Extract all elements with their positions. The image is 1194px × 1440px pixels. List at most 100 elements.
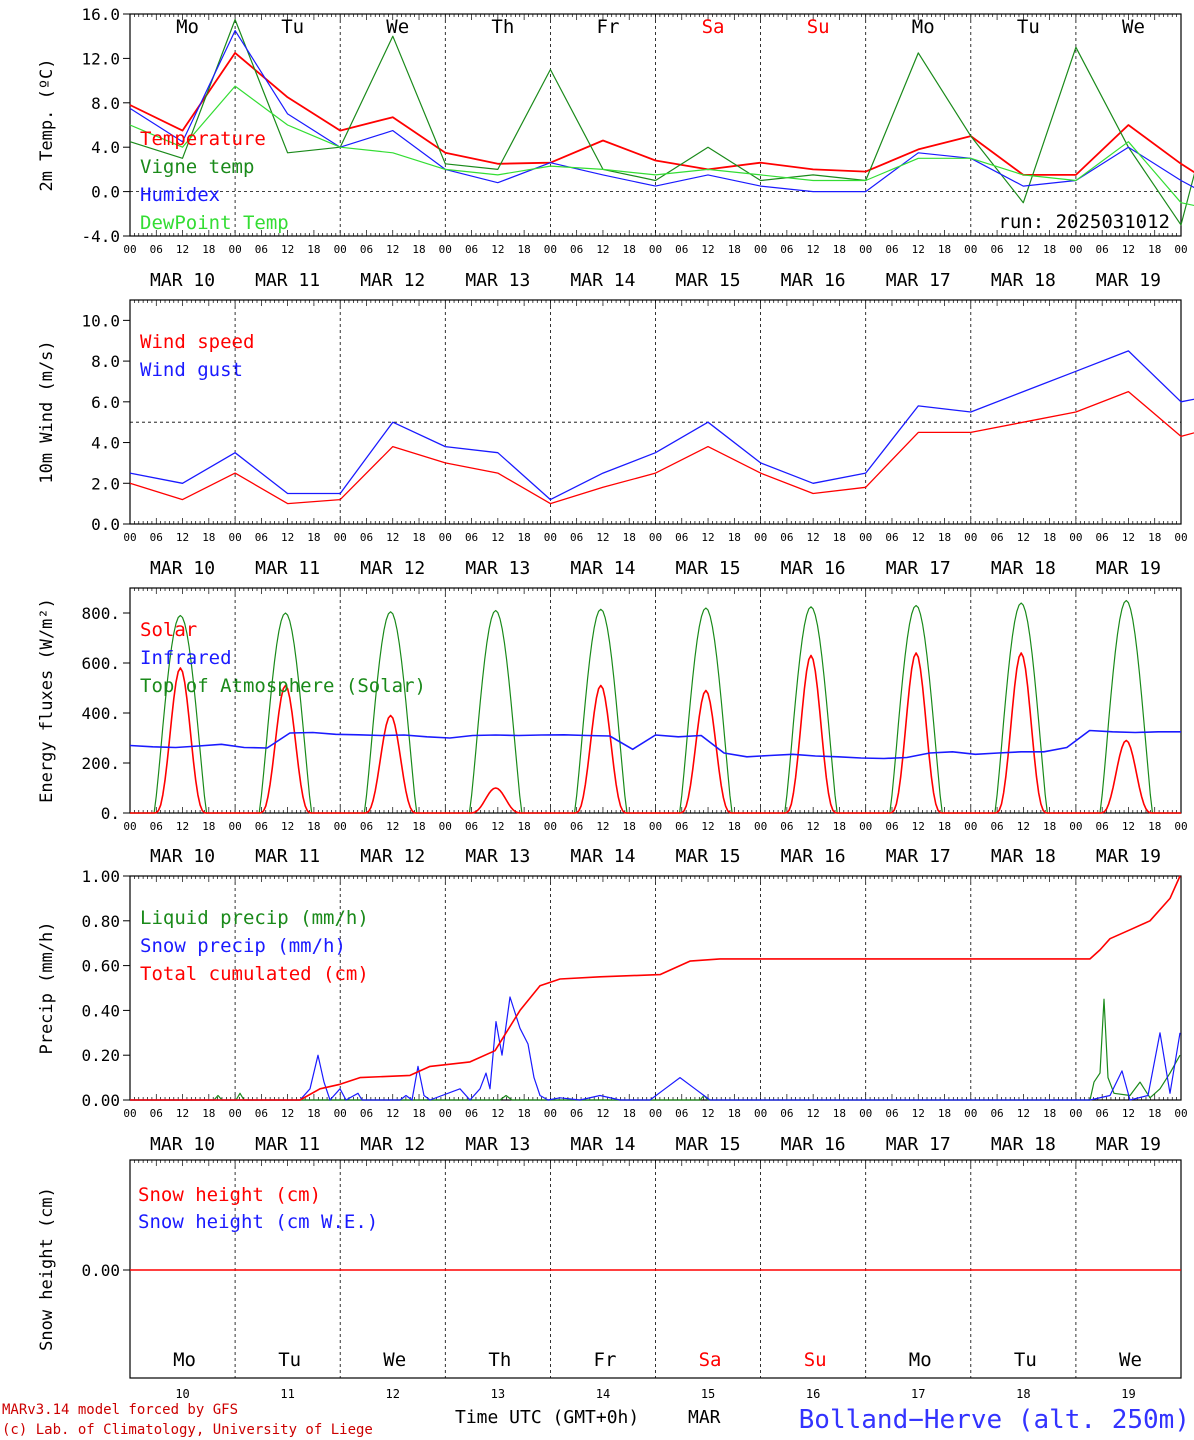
weekday-label: Tu	[278, 1349, 301, 1371]
hour-tick-label: 12	[491, 243, 504, 256]
hour-tick-label: 12	[281, 820, 294, 833]
hour-tick-label: 06	[885, 243, 898, 256]
y-tick-label: 200.	[81, 754, 120, 773]
hour-tick-label: 18	[833, 531, 846, 544]
day-number: 18	[1016, 1387, 1030, 1401]
y-axis-label: 2m Temp. (ºC)	[37, 58, 57, 191]
hour-tick-label: 18	[518, 531, 531, 544]
hour-tick-label: 12	[491, 531, 504, 544]
hour-tick-label: 12	[491, 1107, 504, 1120]
weekday-label: Th	[491, 16, 514, 38]
hour-tick-label: 06	[885, 820, 898, 833]
hour-tick-label: 12	[281, 531, 294, 544]
hour-tick-label: 00	[439, 243, 452, 256]
date-label: MAR 14	[570, 270, 635, 291]
hour-tick-label: 18	[623, 820, 636, 833]
legend-entry: Vigne temp	[140, 156, 254, 178]
series-line-4	[129, 85, 1194, 207]
hour-tick-label: 18	[833, 243, 846, 256]
hour-tick-label: 00	[1069, 1107, 1082, 1120]
y-tick-label: 0.	[101, 804, 120, 823]
hour-tick-label: 00	[964, 243, 977, 256]
date-label: MAR 16	[781, 1134, 846, 1155]
hour-tick-label: 18	[1043, 1107, 1056, 1120]
hour-tick-label: 00	[1174, 1107, 1187, 1120]
hour-tick-label: 18	[1148, 1107, 1161, 1120]
hour-tick-label: 18	[518, 243, 531, 256]
date-label: MAR 10	[150, 1134, 215, 1155]
y-tick-label: 0.0	[91, 183, 120, 202]
y-tick-label: -4.0	[81, 227, 120, 246]
hour-tick-label: 18	[307, 531, 320, 544]
legend-entry: Infrared	[140, 647, 232, 669]
hour-tick-label: 18	[623, 243, 636, 256]
y-tick-label: 0.60	[81, 957, 120, 976]
day-number: 11	[280, 1387, 294, 1401]
hour-tick-label: 18	[518, 1107, 531, 1120]
weekday-label: Fr	[597, 16, 620, 38]
panel-4: 00 06 12 18 MAR 10 00 06 12 18 MAR 11 00 06 12 18 MAR …	[37, 867, 1188, 1155]
hour-tick-label: 06	[1096, 531, 1109, 544]
hour-tick-label: 18	[623, 531, 636, 544]
hour-tick-label: 06	[465, 243, 478, 256]
hour-tick-label: 18	[938, 820, 951, 833]
hour-tick-label: 18	[728, 820, 741, 833]
x-axis-title: Time UTC (GMT+0h)	[455, 1407, 639, 1428]
y-tick-label: 4.0	[91, 138, 120, 157]
weekday-label: Sa	[702, 16, 725, 38]
hour-tick-label: 12	[1122, 243, 1135, 256]
month-label: MAR	[688, 1407, 721, 1428]
hour-tick-label: 06	[150, 1107, 163, 1120]
legend-entry: Temperature	[140, 128, 266, 150]
hour-tick-label: 00	[439, 531, 452, 544]
credit-line-1: MARv3.14 model forced by GFS	[2, 1402, 238, 1418]
day-number: 10	[175, 1387, 189, 1401]
weekday-label: Mo	[173, 1349, 196, 1371]
hour-tick-label: 00	[1174, 820, 1187, 833]
hour-tick-label: 06	[360, 243, 373, 256]
hour-tick-label: 18	[412, 1107, 425, 1120]
hour-tick-label: 12	[596, 1107, 609, 1120]
date-label: MAR 18	[991, 270, 1056, 291]
hour-tick-label: 18	[202, 531, 215, 544]
y-tick-label: 400.	[81, 704, 120, 723]
hour-tick-label: 00	[123, 243, 136, 256]
panel-3: 00 06 12 18 MAR 10 00 06 12 18 MAR 11 00 06 12 18 MAR …	[37, 587, 1188, 867]
weekday-label: Su	[807, 16, 830, 38]
y-tick-label: 800.	[81, 604, 120, 623]
hour-tick-label: 00	[544, 1107, 557, 1120]
hour-tick-label: 18	[728, 243, 741, 256]
hour-tick-label: 06	[465, 820, 478, 833]
hour-tick-label: 06	[780, 820, 793, 833]
legend-entry: Humidex	[140, 184, 220, 206]
legend-entry: Total cumulated (cm)	[140, 963, 369, 985]
date-label: MAR 11	[255, 558, 320, 579]
y-tick-label: 2.0	[91, 474, 120, 493]
hour-tick-label: 12	[176, 820, 189, 833]
hour-tick-label: 00	[754, 1107, 767, 1120]
date-label: MAR 15	[676, 270, 741, 291]
date-label: MAR 19	[1096, 1134, 1161, 1155]
hour-tick-label: 18	[938, 243, 951, 256]
series-line-2	[129, 350, 1194, 501]
hour-tick-label: 06	[885, 1107, 898, 1120]
hour-tick-label: 12	[491, 820, 504, 833]
y-tick-label: 12.0	[81, 49, 120, 68]
y-tick-label: 0.20	[81, 1046, 120, 1065]
hour-tick-label: 18	[307, 1107, 320, 1120]
y-axis-label: Snow height (cm)	[37, 1187, 57, 1351]
y-tick-label: 0.40	[81, 1001, 120, 1020]
y-tick-label: 0.80	[81, 912, 120, 931]
hour-tick-label: 12	[912, 1107, 925, 1120]
hour-tick-label: 06	[990, 820, 1003, 833]
hour-tick-label: 00	[754, 243, 767, 256]
weekday-label: Tu	[1014, 1349, 1037, 1371]
hour-tick-label: 00	[439, 820, 452, 833]
hour-tick-label: 06	[570, 243, 583, 256]
hour-tick-label: 00	[649, 243, 662, 256]
hour-tick-label: 06	[990, 1107, 1003, 1120]
date-label: MAR 18	[991, 846, 1056, 867]
hour-tick-label: 06	[150, 243, 163, 256]
hour-tick-label: 18	[412, 820, 425, 833]
date-label: MAR 13	[465, 1134, 530, 1155]
